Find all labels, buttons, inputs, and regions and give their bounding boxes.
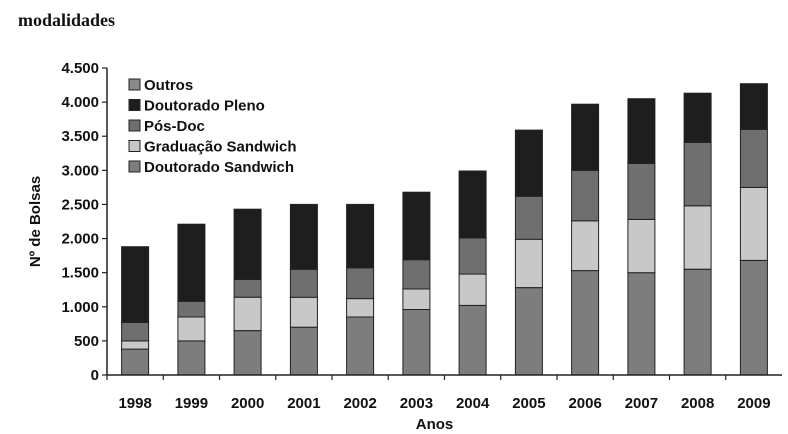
legend-swatch-doutorado-sandwich xyxy=(128,160,141,173)
y-tick-label: 3.000 xyxy=(61,162,99,179)
bar-doutorado-sandwich-2001 xyxy=(289,326,318,376)
bar-doutorado-sandwich-1998 xyxy=(121,348,150,376)
x-tick-label: 1998 xyxy=(118,395,151,412)
y-tick-label: 2.500 xyxy=(61,196,99,213)
chart-heading: modalidades xyxy=(18,10,116,30)
bar-pos-doc-2001 xyxy=(289,268,318,298)
bar-pos-doc-2003 xyxy=(402,259,431,290)
bar-doutorado-sandwich-2007 xyxy=(627,272,656,376)
bar-doutorado-sandwich-2008 xyxy=(683,268,712,376)
bar-graduacao-sandwich-2003 xyxy=(402,288,431,310)
legend-label-graduacao-sandwich: Graduação Sandwich xyxy=(144,139,297,156)
bar-pos-doc-2000 xyxy=(233,279,262,298)
bar-doutorado-sandwich-1999 xyxy=(177,340,206,376)
x-tick-label: 2004 xyxy=(456,395,490,412)
bar-graduacao-sandwich-2007 xyxy=(627,219,656,274)
bar-doutorado-sandwich-2006 xyxy=(571,270,600,376)
y-tick-label: 3.500 xyxy=(61,128,99,145)
bar-doutorado-pleno-1999 xyxy=(177,223,206,302)
bar-graduacao-sandwich-1998 xyxy=(121,340,150,350)
bar-doutorado-pleno-2001 xyxy=(289,203,318,270)
bar-doutorado-pleno-2007 xyxy=(627,98,656,164)
bar-pos-doc-2007 xyxy=(627,163,656,220)
y-tick-label: 500 xyxy=(74,333,99,350)
bar-doutorado-pleno-2003 xyxy=(402,191,431,261)
bar-pos-doc-2006 xyxy=(571,169,600,222)
bar-doutorado-sandwich-2003 xyxy=(402,309,431,376)
bar-graduacao-sandwich-2002 xyxy=(346,298,375,318)
legend-label-pos-doc: Pós-Doc xyxy=(144,118,205,135)
x-tick-label: 2009 xyxy=(737,395,770,412)
bar-pos-doc-2008 xyxy=(683,141,712,207)
x-tick-label: 2006 xyxy=(568,395,601,412)
y-tick-label: 2.000 xyxy=(61,231,99,248)
legend-box xyxy=(121,70,343,176)
bar-pos-doc-1998 xyxy=(121,322,150,342)
bar-doutorado-sandwich-2000 xyxy=(233,330,262,376)
bar-graduacao-sandwich-2008 xyxy=(683,205,712,270)
x-tick-label: 2003 xyxy=(400,395,433,412)
bar-graduacao-sandwich-2001 xyxy=(289,296,318,328)
bar-doutorado-sandwich-2002 xyxy=(346,316,375,376)
bar-doutorado-pleno-2005 xyxy=(514,129,543,197)
bar-doutorado-pleno-2000 xyxy=(233,208,262,280)
x-tick-label: 2002 xyxy=(343,395,376,412)
legend-label-doutorado-sandwich: Doutorado Sandwich xyxy=(144,159,294,176)
bar-graduacao-sandwich-2009 xyxy=(739,186,768,261)
y-tick-label: 1.000 xyxy=(61,299,99,316)
bar-pos-doc-2002 xyxy=(346,267,375,300)
bar-doutorado-pleno-2009 xyxy=(739,83,768,130)
bar-graduacao-sandwich-2005 xyxy=(514,238,543,289)
x-tick-label: 2000 xyxy=(231,395,264,412)
legend-swatch-doutorado-pleno xyxy=(128,99,141,111)
bar-pos-doc-1999 xyxy=(177,300,206,318)
bar-doutorado-pleno-1998 xyxy=(121,246,150,323)
legend-swatch-graduacao-sandwich xyxy=(128,140,141,152)
bar-doutorado-pleno-2002 xyxy=(346,203,375,269)
bar-pos-doc-2005 xyxy=(514,195,543,240)
bar-pos-doc-2009 xyxy=(739,128,768,188)
legend-label-doutorado-pleno: Doutorado Pleno xyxy=(144,98,265,115)
x-tick-label: 2008 xyxy=(681,395,714,412)
bar-doutorado-pleno-2008 xyxy=(683,92,712,143)
legend-swatch-pos-doc xyxy=(128,119,141,132)
bar-graduacao-sandwich-2006 xyxy=(571,220,600,272)
bars-group xyxy=(121,83,768,376)
x-tick-label: 2005 xyxy=(512,395,545,412)
legend-label-outros: Outros xyxy=(144,77,193,94)
x-tick-label: 2007 xyxy=(625,395,658,412)
bar-graduacao-sandwich-2004 xyxy=(458,273,487,306)
bar-graduacao-sandwich-2000 xyxy=(233,296,262,332)
x-tick-label: 1999 xyxy=(175,395,208,412)
legend: Outros Doutorado Pleno Pós-Doc Graduação Sa… xyxy=(121,70,343,176)
bar-doutorado-pleno-2006 xyxy=(571,103,600,171)
y-tick-label: 0 xyxy=(91,367,99,384)
bar-doutorado-pleno-2004 xyxy=(458,170,487,239)
ticks-group: 0 500 1.000 1.500 2.000 2.500 3.000 3.500 4.000 4… xyxy=(61,60,770,412)
bar-graduacao-sandwich-1999 xyxy=(177,316,206,342)
y-tick-label: 4.500 xyxy=(61,60,99,77)
x-tick-label: 2001 xyxy=(287,395,320,412)
legend-swatch-outros xyxy=(128,78,141,91)
x-axis-title: Anos xyxy=(416,416,454,433)
bar-pos-doc-2004 xyxy=(458,237,487,275)
bar-doutorado-sandwich-2004 xyxy=(458,304,487,376)
y-tick-label: 4.000 xyxy=(61,94,99,111)
y-tick-label: 1.500 xyxy=(61,265,99,282)
bar-doutorado-sandwich-2009 xyxy=(739,259,768,376)
bar-doutorado-sandwich-2005 xyxy=(514,287,543,376)
y-axis-title: Nº de Bolsas xyxy=(27,176,44,267)
